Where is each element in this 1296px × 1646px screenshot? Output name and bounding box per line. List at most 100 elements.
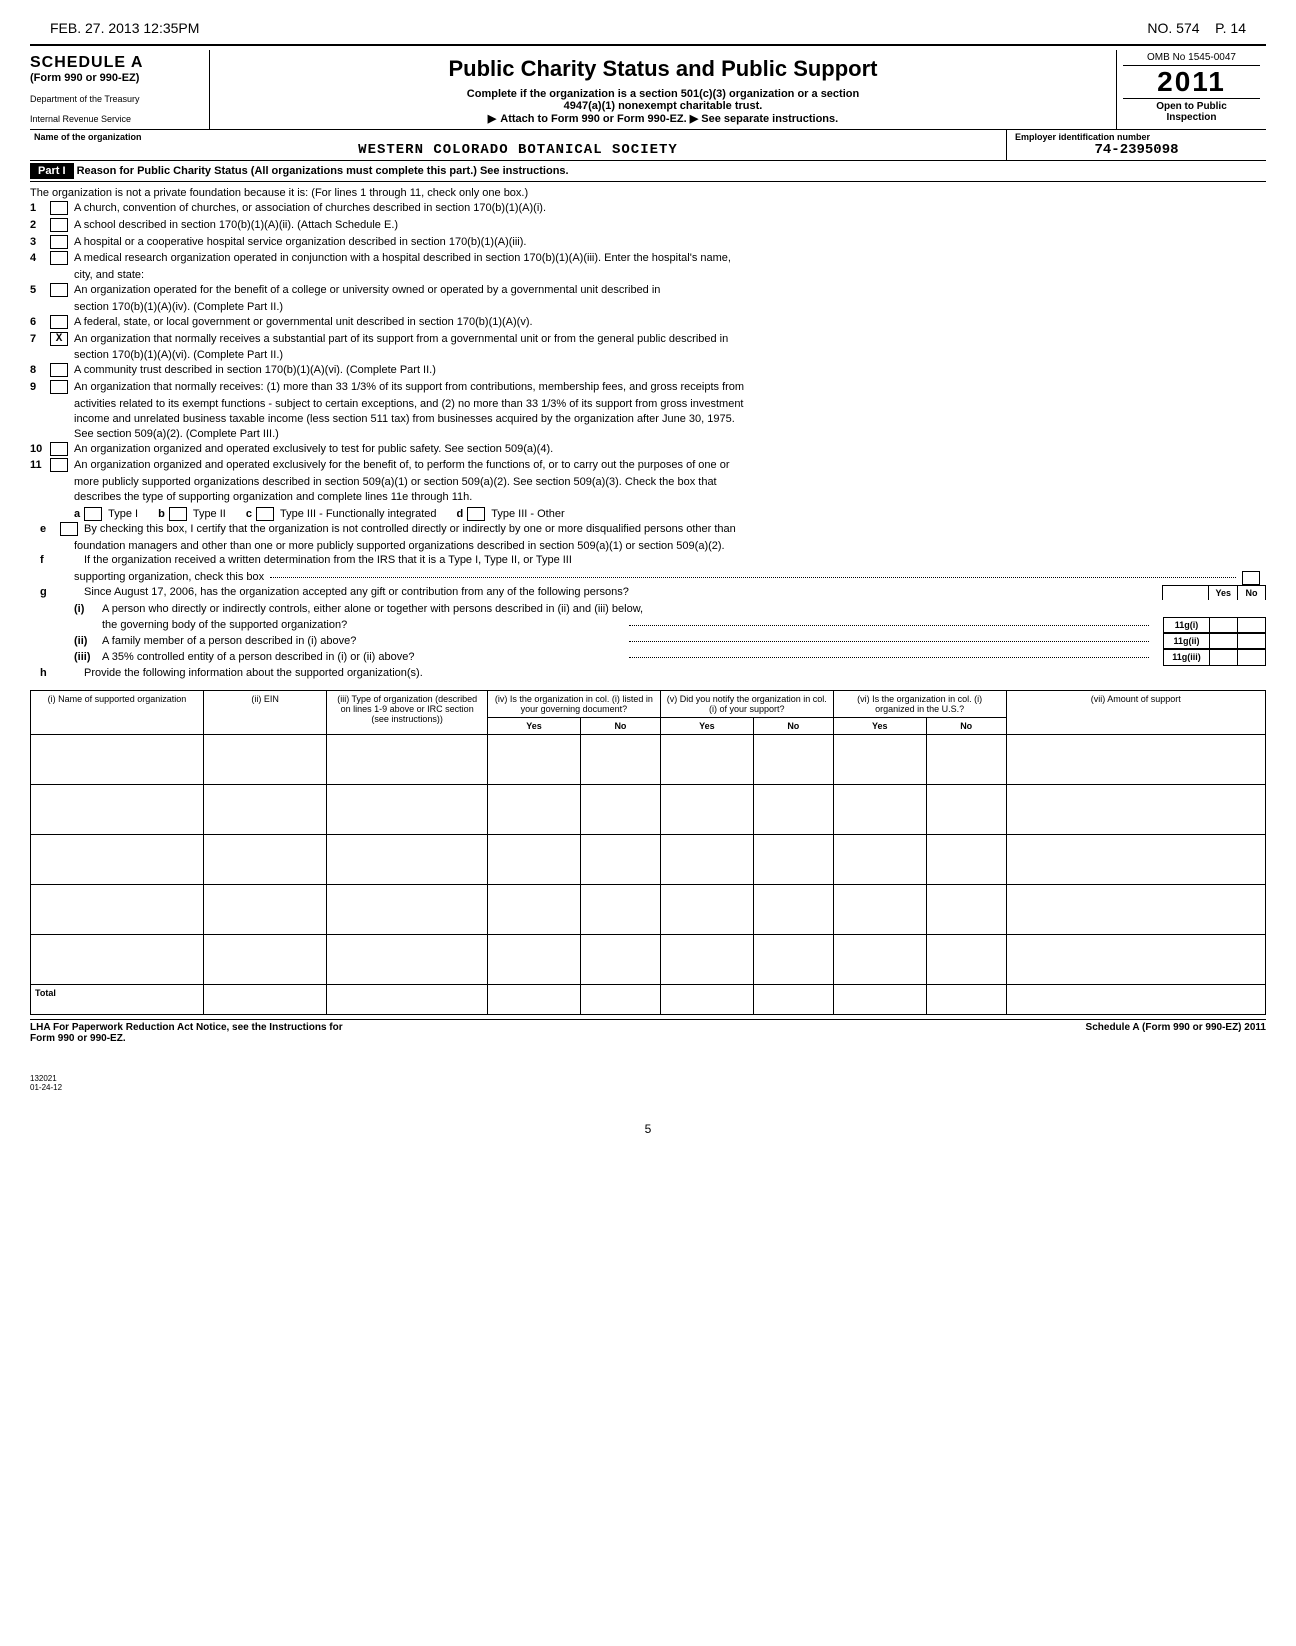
th-vi-yes: Yes <box>833 718 926 735</box>
line-f-text: If the organization received a written d… <box>84 553 1266 568</box>
th-iv-no: No <box>581 718 661 735</box>
yn-gi-no[interactable] <box>1237 618 1265 632</box>
checkbox-7[interactable]: X <box>50 332 68 346</box>
line-7-text: An organization that normally receives a… <box>74 332 1266 347</box>
line-h-text: Provide the following information about … <box>84 666 1266 681</box>
checkbox-8[interactable] <box>50 363 68 377</box>
footer-note: LHA For Paperwork Reduction Act Notice, … <box>30 1019 1266 1044</box>
line-1-text: A church, convention of churches, or ass… <box>74 201 1266 216</box>
line-gi: A person who directly or indirectly cont… <box>102 602 1266 617</box>
line-11b: more publicly supported organizations de… <box>74 475 1266 490</box>
org-row: Name of the organization WESTERN COLORAD… <box>30 130 1266 161</box>
checkbox-11[interactable] <box>50 458 68 472</box>
org-name: WESTERN COLORADO BOTANICAL SOCIETY <box>34 142 1002 158</box>
line-giii: A 35% controlled entity of a person desc… <box>102 650 623 665</box>
line-3-text: A hospital or a cooperative hospital ser… <box>74 235 1266 250</box>
tax-year: 2011 <box>1123 66 1260 99</box>
th-amount: (vii) Amount of support <box>1006 691 1265 735</box>
line-5-text: An organization operated for the benefit… <box>74 283 1266 298</box>
box-11gii: 11g(ii) <box>1164 634 1209 648</box>
line-gi2: the governing body of the supported orga… <box>102 618 623 633</box>
part-1-header: Part I Reason for Public Charity Status … <box>30 161 1266 182</box>
th-v-no: No <box>753 718 833 735</box>
lha-text: LHA For Paperwork Reduction Act Notice, … <box>30 1022 343 1033</box>
box-11gi: 11g(i) <box>1164 618 1209 632</box>
open-to-public: Open to PublicInspection <box>1123 99 1260 123</box>
table-row <box>31 835 1266 885</box>
line-6-text: A federal, state, or local government or… <box>74 315 1266 330</box>
form-code: 13202101-24-12 <box>30 1074 1266 1092</box>
part-1-desc: Reason for Public Charity Status (All or… <box>77 165 569 177</box>
subtitle-2: 4947(a)(1) nonexempt charitable trust. <box>214 100 1112 112</box>
line-9d: See section 509(a)(2). (Complete Part II… <box>74 427 1266 442</box>
line-2-text: A school described in section 170(b)(1)(… <box>74 218 1266 233</box>
checkbox-9[interactable] <box>50 380 68 394</box>
line-8-text: A community trust described in section 1… <box>74 363 1266 378</box>
th-ein: (ii) EIN <box>203 691 327 735</box>
checkbox-type-d[interactable] <box>467 507 485 521</box>
subtitle-1: Complete if the organization is a sectio… <box>214 88 1112 100</box>
type-d-label: Type III - Other <box>491 507 564 522</box>
form-header: SCHEDULE A (Form 990 or 990-EZ) Departme… <box>30 50 1266 130</box>
lha-text-2: Form 990 or 990-EZ. <box>30 1033 126 1044</box>
line-11c: describes the type of supporting organiz… <box>74 490 1266 505</box>
checkbox-type-b[interactable] <box>169 507 187 521</box>
table-row <box>31 785 1266 835</box>
fax-date: FEB. 27. 2013 12:35PM <box>50 20 199 36</box>
table-row <box>31 885 1266 935</box>
th-listed: (iv) Is the organization in col. (i) lis… <box>487 691 660 718</box>
dept-treasury: Department of the Treasury <box>30 94 201 104</box>
th-name: (i) Name of supported organization <box>31 691 204 735</box>
dept-irs: Internal Revenue Service <box>30 114 201 124</box>
no-header: No <box>1237 586 1265 600</box>
line-g-text: Since August 17, 2006, has the organizat… <box>84 585 1154 600</box>
total-row: Total <box>31 985 1266 1015</box>
th-us: (vi) Is the organization in col. (i) org… <box>833 691 1006 718</box>
checkbox-e[interactable] <box>60 522 78 536</box>
ein-value: 74-2395098 <box>1015 142 1258 158</box>
intro-text: The organization is not a private founda… <box>30 186 1266 201</box>
checkbox-f[interactable] <box>1242 571 1260 585</box>
line-4-text: A medical research organization operated… <box>74 251 1266 266</box>
checkbox-10[interactable] <box>50 442 68 456</box>
part-1-label: Part I <box>30 163 74 179</box>
checkbox-3[interactable] <box>50 235 68 249</box>
th-notify: (v) Did you notify the organization in c… <box>660 691 833 718</box>
yn-gii-no[interactable] <box>1237 634 1265 648</box>
line-f2: supporting organization, check this box <box>74 570 264 585</box>
form-reference: (Form 990 or 990-EZ) <box>30 72 201 84</box>
page-number: 5 <box>30 1122 1266 1136</box>
omb-number: OMB No 1545-0047 <box>1123 52 1260 66</box>
yn-giii-yes[interactable] <box>1209 650 1237 664</box>
th-v-yes: Yes <box>660 718 753 735</box>
line-gii: A family member of a person described in… <box>102 634 623 649</box>
th-vi-no: No <box>926 718 1006 735</box>
checkbox-5[interactable] <box>50 283 68 297</box>
table-row <box>31 935 1266 985</box>
line-7-ref: section 170(b)(1)(A)(vi). (Complete Part… <box>74 348 1266 363</box>
checkbox-4[interactable] <box>50 251 68 265</box>
checkbox-2[interactable] <box>50 218 68 232</box>
yn-gii-yes[interactable] <box>1209 634 1237 648</box>
yn-gi-yes[interactable] <box>1209 618 1237 632</box>
line-9-text: An organization that normally receives: … <box>74 380 1266 395</box>
line-10-text: An organization organized and operated e… <box>74 442 1266 457</box>
checkbox-type-c[interactable] <box>256 507 274 521</box>
th-iv-yes: Yes <box>487 718 580 735</box>
line-e-text: By checking this box, I certify that the… <box>84 522 1266 537</box>
checkbox-1[interactable] <box>50 201 68 215</box>
support-table: (i) Name of supported organization (ii) … <box>30 690 1266 1015</box>
schedule-title: SCHEDULE A <box>30 54 201 72</box>
lines-block: The organization is not a private founda… <box>30 186 1266 680</box>
fax-header: FEB. 27. 2013 12:35PM NO. 574 P. 14 <box>30 20 1266 36</box>
type-b-label: Type II <box>193 507 226 522</box>
box-11giii: 11g(iii) <box>1164 650 1209 664</box>
line-5-ref: section 170(b)(1)(A)(iv). (Complete Part… <box>74 300 1266 315</box>
org-name-label: Name of the organization <box>34 132 1002 142</box>
yn-giii-no[interactable] <box>1237 650 1265 664</box>
ein-label: Employer identification number <box>1015 132 1258 142</box>
checkbox-6[interactable] <box>50 315 68 329</box>
table-row <box>31 735 1266 785</box>
checkbox-type-a[interactable] <box>84 507 102 521</box>
type-checks: aType I bType II cType III - Functionall… <box>74 507 1266 522</box>
